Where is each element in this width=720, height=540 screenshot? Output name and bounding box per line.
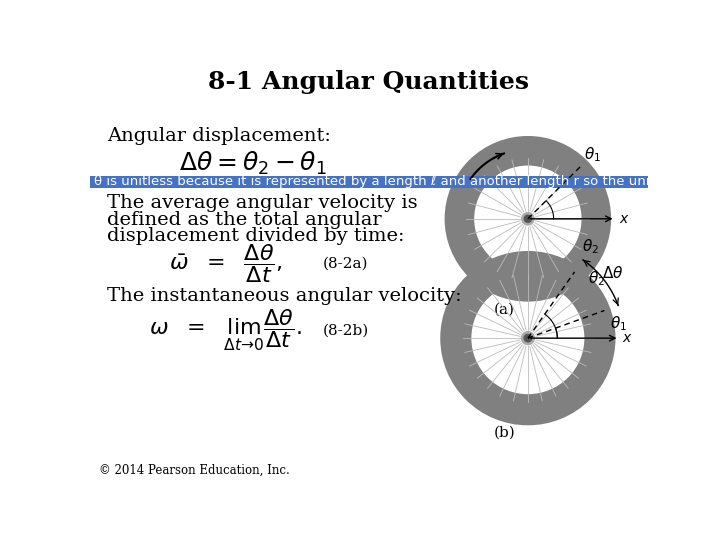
- Text: $x$: $x$: [622, 331, 633, 345]
- Circle shape: [524, 334, 531, 342]
- Text: The average angular velocity is: The average angular velocity is: [107, 194, 418, 212]
- Text: The instantaneous angular velocity:: The instantaneous angular velocity:: [107, 287, 462, 305]
- Text: θ is unitless because it is represented by a length ℓ and another length r so th: θ is unitless because it is represented …: [94, 176, 709, 188]
- Circle shape: [462, 272, 595, 404]
- Text: Angular displacement:: Angular displacement:: [107, 127, 331, 145]
- Text: (a): (a): [494, 303, 515, 317]
- Text: $\omega\ \ =\ \ \lim_{\Delta t \to 0}\dfrac{\Delta\theta}{\Delta t}.$: $\omega\ \ =\ \ \lim_{\Delta t \to 0}\df…: [149, 308, 302, 353]
- Text: © 2014 Pearson Education, Inc.: © 2014 Pearson Education, Inc.: [99, 463, 290, 476]
- Text: (b): (b): [494, 426, 516, 440]
- Text: $\Delta\theta$: $\Delta\theta$: [602, 266, 624, 281]
- Text: $\theta_1$: $\theta_1$: [584, 145, 601, 164]
- Text: $\theta_2$: $\theta_2$: [588, 269, 605, 288]
- Circle shape: [521, 332, 534, 345]
- Text: $\bar{\omega}\ \ =\ \ \dfrac{\Delta\theta}{\Delta t},$: $\bar{\omega}\ \ =\ \ \dfrac{\Delta\thet…: [169, 242, 282, 285]
- Circle shape: [524, 215, 531, 222]
- Text: $\theta_1$: $\theta_1$: [611, 314, 628, 333]
- Text: $\Delta\theta = \theta_2 - \theta_1$: $\Delta\theta = \theta_2 - \theta_1$: [179, 150, 327, 177]
- Text: $x$: $x$: [618, 212, 629, 226]
- Text: 8-1 Angular Quantities: 8-1 Angular Quantities: [209, 70, 529, 94]
- Text: (8-2b): (8-2b): [323, 323, 369, 338]
- Text: displacement divided by time:: displacement divided by time:: [107, 227, 405, 245]
- Circle shape: [522, 213, 534, 225]
- Text: defined as the total angular: defined as the total angular: [107, 211, 382, 228]
- Circle shape: [464, 156, 591, 282]
- Text: (8-2a): (8-2a): [323, 256, 368, 271]
- Text: $\theta_2$: $\theta_2$: [582, 237, 599, 256]
- FancyBboxPatch shape: [90, 176, 648, 188]
